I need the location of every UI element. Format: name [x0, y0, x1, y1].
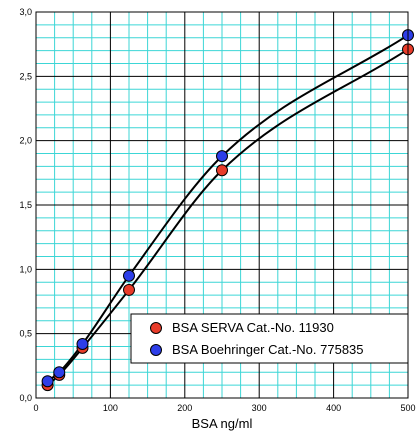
x-tick-label: 300 — [252, 403, 267, 413]
y-tick-label: 3,0 — [19, 7, 32, 17]
data-point-series-0 — [216, 164, 228, 177]
x-tick-label: 400 — [326, 403, 341, 413]
y-tick-label: 1,5 — [19, 200, 32, 210]
y-tick-label: 0,5 — [19, 329, 32, 339]
y-tick-label: 2,0 — [19, 136, 32, 146]
legend: BSA SERVA Cat.-No. 11930 BSA Boehringer … — [130, 313, 409, 364]
x-tick-label: 200 — [177, 403, 192, 413]
legend-box — [130, 313, 409, 364]
data-point-series-0 — [123, 283, 135, 296]
x-tick-label: 100 — [103, 403, 118, 413]
x-axis-label: BSA ng/ml — [192, 416, 253, 431]
plot-frame — [35, 11, 409, 399]
y-tick-label: 0,0 — [19, 393, 32, 403]
data-point-series-1 — [41, 375, 54, 388]
legend-marker-boehringer — [150, 344, 162, 356]
data-point-series-1 — [216, 150, 228, 163]
legend-label-boehringer: BSA Boehringer Cat.-No. 775835 — [172, 342, 364, 357]
axis-ticks: 0 100 200 300 400 500 0,0 0,5 1,0 1,5 2,0 2,5 3,0 — [19, 7, 415, 413]
data-point-series-1 — [123, 269, 135, 282]
legend-marker-serva — [150, 322, 162, 334]
data-point-series-1 — [53, 366, 66, 379]
data-point-series-1 — [76, 337, 89, 350]
y-tick-label: 1,0 — [19, 264, 32, 274]
y-tick-label: 2,5 — [19, 71, 32, 81]
legend-label-serva: BSA SERVA Cat.-No. 11930 — [172, 320, 334, 335]
x-tick-label: 500 — [400, 403, 415, 413]
x-tick-label: 0 — [33, 403, 38, 413]
